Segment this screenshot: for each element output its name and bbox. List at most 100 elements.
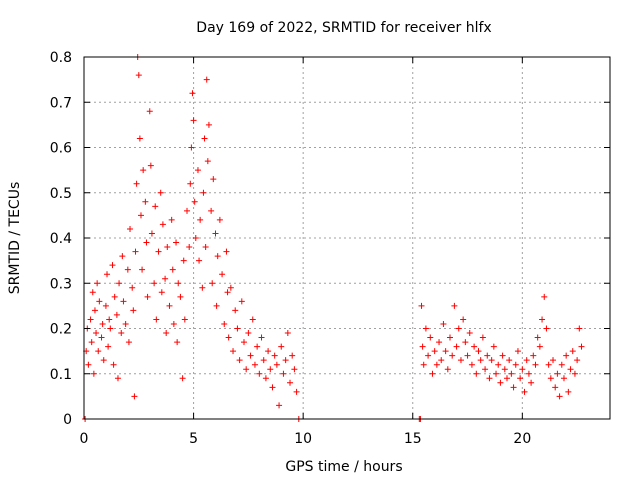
data-point xyxy=(89,289,96,296)
y-tick-label: 0.1 xyxy=(50,367,72,383)
data-point xyxy=(484,352,491,359)
y-tick-label: 0.5 xyxy=(50,186,72,202)
data-point xyxy=(187,180,194,187)
data-point xyxy=(148,230,155,237)
data-point xyxy=(486,375,493,382)
data-point xyxy=(110,361,117,368)
data-point xyxy=(287,379,294,386)
data-point xyxy=(142,198,149,205)
data-point xyxy=(119,253,126,260)
chart-title: Day 169 of 2022, SRMTID for receiver hlf… xyxy=(196,20,491,36)
data-point xyxy=(519,366,526,373)
data-point xyxy=(136,135,143,142)
data-point xyxy=(96,298,103,305)
data-point xyxy=(147,162,154,169)
y-tick-label: 0.3 xyxy=(50,276,72,292)
data-point xyxy=(444,366,451,373)
data-point xyxy=(497,379,504,386)
data-point xyxy=(98,334,105,341)
data-point xyxy=(175,280,182,287)
data-point xyxy=(265,348,272,355)
data-point xyxy=(227,284,234,291)
data-point xyxy=(453,343,460,350)
data-point xyxy=(85,361,92,368)
data-point xyxy=(420,361,427,368)
data-point xyxy=(129,284,136,291)
data-point xyxy=(251,361,258,368)
data-point xyxy=(508,370,515,377)
data-point xyxy=(127,225,134,232)
data-point xyxy=(225,334,232,341)
data-point xyxy=(457,357,464,364)
data-point xyxy=(563,352,570,359)
data-point xyxy=(240,339,247,346)
data-point xyxy=(109,262,116,269)
data-point xyxy=(132,248,139,255)
data-point xyxy=(490,343,497,350)
y-tick-label: 0.8 xyxy=(50,50,72,66)
data-point xyxy=(493,370,500,377)
data-point xyxy=(447,334,454,341)
data-point xyxy=(501,366,508,373)
data-point xyxy=(419,343,426,350)
data-point xyxy=(560,375,567,382)
data-point xyxy=(230,348,237,355)
data-point xyxy=(471,343,478,350)
data-point xyxy=(94,280,101,287)
data-point xyxy=(291,366,298,373)
data-point xyxy=(224,289,231,296)
data-point xyxy=(238,298,245,305)
data-point xyxy=(208,207,215,214)
data-point xyxy=(93,330,100,337)
y-tick-label: 0.2 xyxy=(50,322,72,338)
data-point xyxy=(216,216,223,223)
data-point xyxy=(506,357,513,364)
x-tick-label: 0 xyxy=(80,431,89,447)
data-point xyxy=(282,357,289,364)
data-point xyxy=(258,334,265,341)
data-point xyxy=(558,361,565,368)
data-point xyxy=(202,244,209,251)
data-point xyxy=(232,307,239,314)
data-point xyxy=(180,257,187,264)
data-point xyxy=(418,302,425,309)
data-point xyxy=(153,316,160,323)
data-point xyxy=(88,339,95,346)
data-point xyxy=(495,361,502,368)
x-tick-label: 5 xyxy=(189,431,198,447)
data-point xyxy=(174,339,181,346)
data-point xyxy=(451,302,458,309)
data-point xyxy=(204,158,211,165)
data-point xyxy=(578,343,585,350)
data-point xyxy=(280,370,287,377)
data-point xyxy=(269,384,276,391)
data-point xyxy=(91,307,98,314)
data-point xyxy=(234,325,241,332)
data-point xyxy=(436,339,443,346)
data-point xyxy=(179,375,186,382)
data-point xyxy=(169,266,176,273)
data-point xyxy=(276,402,283,409)
data-point xyxy=(543,325,550,332)
data-point xyxy=(130,307,137,314)
data-point xyxy=(120,298,127,305)
data-point xyxy=(574,357,581,364)
data-points xyxy=(82,54,585,422)
data-point xyxy=(260,357,267,364)
data-point xyxy=(440,320,447,327)
data-point xyxy=(184,207,191,214)
data-point xyxy=(262,375,269,382)
data-point xyxy=(190,117,197,124)
data-point xyxy=(556,393,563,400)
data-point xyxy=(460,316,467,323)
data-point xyxy=(479,334,486,341)
data-point xyxy=(122,320,129,327)
data-point xyxy=(131,393,138,400)
data-point xyxy=(499,352,506,359)
data-point xyxy=(219,271,226,278)
data-point xyxy=(442,348,449,355)
data-point xyxy=(271,352,278,359)
data-point xyxy=(116,280,123,287)
data-point xyxy=(503,375,510,382)
y-tick-label: 0.6 xyxy=(50,141,72,157)
